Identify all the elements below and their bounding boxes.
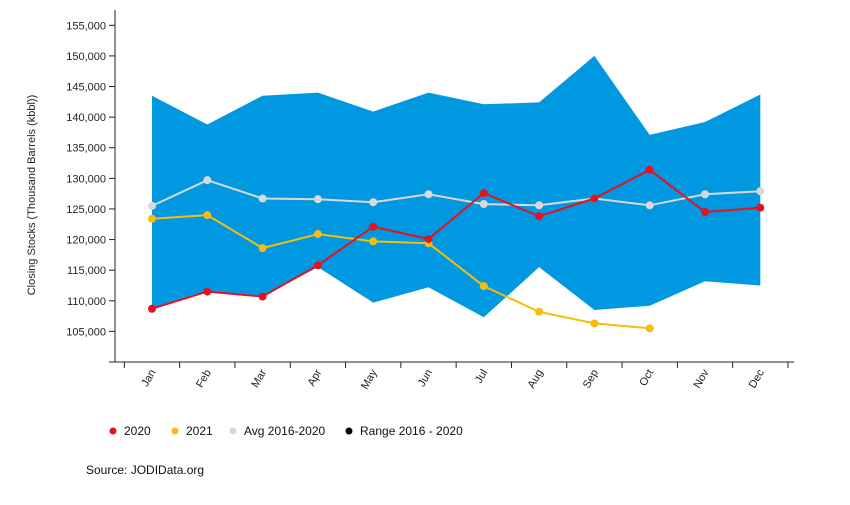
x-tick-label-aug: Aug — [526, 368, 546, 391]
legend-item-2020[interactable]: 2020 — [109, 424, 152, 438]
data-point-2021-jul[interactable] — [479, 282, 488, 291]
series-2021 — [148, 211, 654, 333]
data-point-2020-dec[interactable] — [756, 203, 765, 212]
data-point-2020-jul[interactable] — [479, 189, 488, 198]
series-line-2021 — [151, 214, 650, 330]
legend-swatch — [229, 427, 237, 435]
data-point-avg-2016-2020-mar[interactable] — [258, 194, 267, 203]
legend-label: Avg 2016-2020 — [244, 424, 326, 438]
series-line-2020 — [151, 168, 761, 310]
legend-label: 2021 — [186, 424, 213, 438]
range-band — [152, 55, 761, 318]
data-point-2020-jan[interactable] — [148, 304, 156, 313]
data-point-avg-2016-2020-jul[interactable] — [479, 200, 488, 209]
x-tick-label-nov: Nov — [691, 367, 711, 390]
x-tick-label-oct: Oct — [637, 368, 656, 389]
y-tick-label: 130,000 — [66, 173, 106, 185]
y-tick-label: 140,000 — [66, 112, 106, 124]
y-tick-label: 115,000 — [67, 265, 106, 277]
x-tick-label-jun: Jun — [416, 368, 435, 389]
data-point-avg-2016-2020-dec[interactable] — [756, 187, 765, 196]
legend-label: Range 2016 - 2020 — [360, 424, 463, 438]
data-point-2021-mar[interactable] — [258, 244, 267, 253]
legend-swatch — [345, 427, 353, 435]
data-point-2021-may[interactable] — [369, 237, 378, 246]
data-point-2020-mar[interactable] — [258, 292, 267, 301]
y-tick-label: 125,000 — [66, 204, 106, 216]
series-line-avg-2016-2020 — [151, 179, 761, 207]
x-tick-label-dec: Dec — [747, 367, 767, 390]
series-avg-2016-2020 — [148, 176, 765, 210]
legend-item-range-2016-2020[interactable]: Range 2016 - 2020 — [345, 424, 464, 438]
legend-swatch — [171, 427, 179, 435]
legend-item-avg-2016-2020[interactable]: Avg 2016-2020 — [229, 424, 326, 438]
legend-swatch — [109, 427, 117, 435]
y-axis-ticks: 105,000 110,000 115,000 120,000 125,000 130,0… — [66, 20, 115, 363]
data-point-avg-2016-2020-aug[interactable] — [535, 201, 544, 210]
data-point-2020-aug[interactable] — [535, 212, 544, 221]
data-point-avg-2016-2020-nov[interactable] — [701, 190, 709, 199]
legend-label: 2020 — [124, 424, 151, 438]
x-tick-label-mar: Mar — [249, 367, 269, 390]
data-point-2020-jun[interactable] — [424, 234, 433, 243]
data-point-2021-sep[interactable] — [590, 319, 599, 328]
data-point-2021-apr[interactable] — [313, 230, 322, 239]
series-layer — [148, 165, 765, 333]
data-point-2021-aug[interactable] — [535, 307, 544, 316]
source-note: Source: JODIData.org — [86, 463, 204, 477]
series-2020 — [148, 165, 765, 313]
x-tick-label-feb: Feb — [194, 368, 214, 390]
data-point-avg-2016-2020-feb[interactable] — [203, 176, 212, 185]
y-tick-label: 145,000 — [66, 82, 106, 94]
x-tick-label-apr: Apr — [306, 367, 325, 388]
axes — [114, 10, 794, 363]
data-point-avg-2016-2020-oct[interactable] — [645, 201, 654, 210]
y-tick-label: 110,000 — [67, 296, 106, 308]
x-tick-label-jan: Jan — [139, 368, 158, 389]
legend: 2020 2021 Avg 2016-2020 Range 2016 - 2020 — [109, 424, 464, 438]
legend-item-2021[interactable]: 2021 — [171, 424, 214, 438]
x-tick-label-may: May — [359, 367, 380, 391]
y-tick-label: 120,000 — [66, 235, 106, 247]
data-point-2021-oct[interactable] — [645, 324, 654, 333]
y-tick-label: 105,000 — [66, 326, 106, 338]
data-point-2020-apr[interactable] — [313, 261, 322, 270]
data-point-avg-2016-2020-may[interactable] — [369, 198, 378, 207]
data-point-2021-feb[interactable] — [203, 211, 212, 220]
y-tick-label: 155,000 — [66, 20, 106, 32]
data-point-2020-sep[interactable] — [590, 194, 599, 203]
range-band-layer — [152, 55, 761, 318]
data-point-avg-2016-2020-apr[interactable] — [313, 195, 322, 204]
data-point-2020-oct[interactable] — [645, 165, 654, 174]
data-point-avg-2016-2020-jan[interactable] — [148, 201, 156, 210]
data-point-2021-jan[interactable] — [148, 214, 156, 223]
data-point-avg-2016-2020-jun[interactable] — [424, 190, 433, 199]
y-axis-title: Closing Stocks (Thousand Barrels (kbbl)) — [26, 95, 38, 296]
data-point-2020-nov[interactable] — [701, 208, 709, 217]
y-tick-label: 150,000 — [66, 51, 106, 63]
x-tick-label-sep: Sep — [581, 368, 601, 391]
y-tick-label: 135,000 — [66, 143, 106, 155]
x-tick-label-jul: Jul — [473, 368, 490, 386]
data-point-2020-may[interactable] — [369, 222, 378, 231]
data-point-2020-feb[interactable] — [203, 287, 212, 296]
x-axis-ticks: Jan Feb Mar Apr May Jun Jul Aug Sep Oct Nov Dec — [123, 362, 789, 391]
